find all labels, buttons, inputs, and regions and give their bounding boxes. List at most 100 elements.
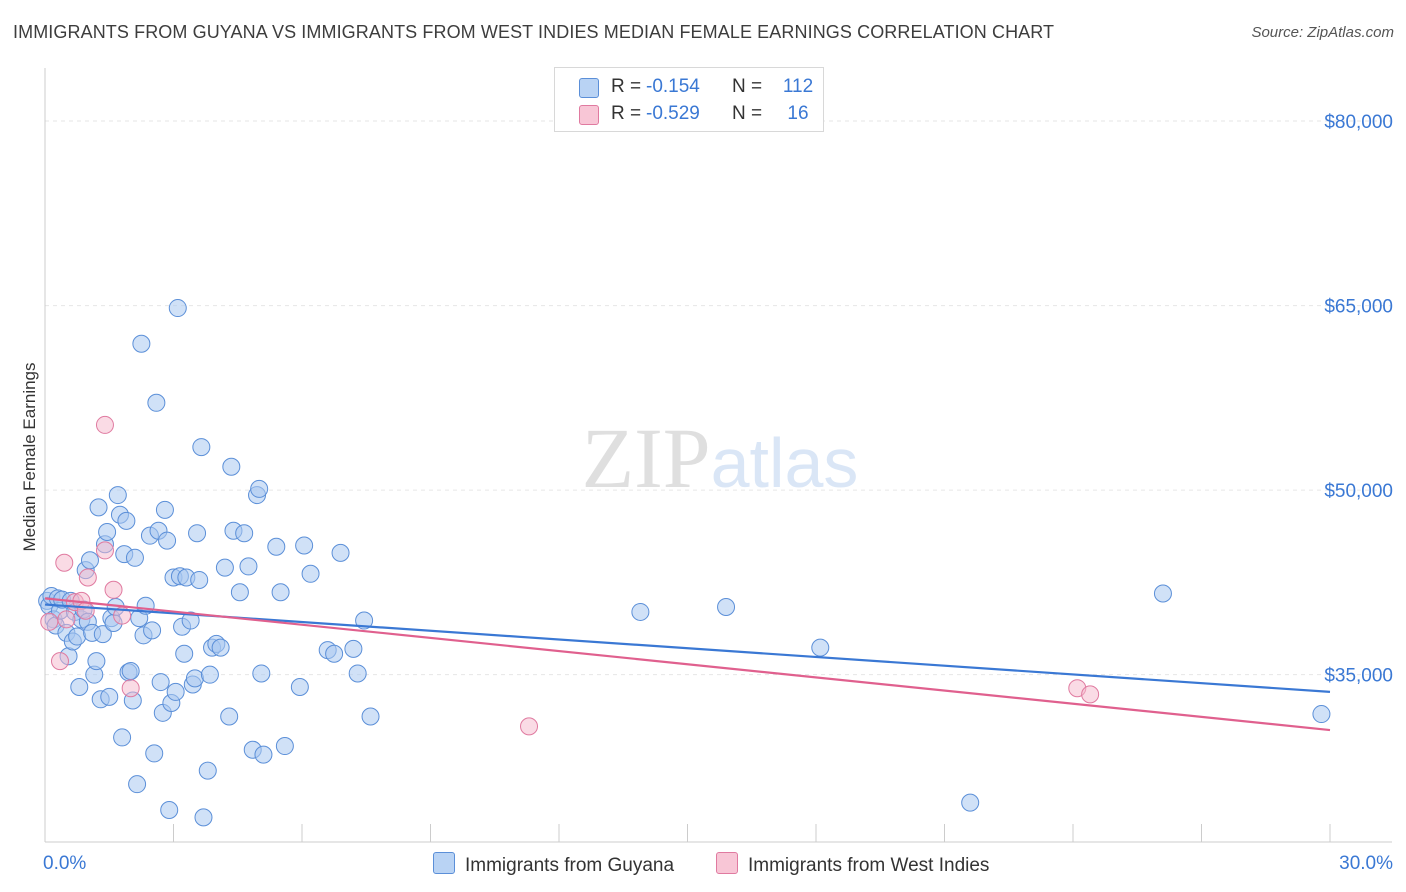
guyana-point [89, 498, 108, 517]
guyana-point [108, 486, 127, 505]
x-tick-label-min: 0.0% [43, 853, 86, 874]
x-tick-label-max: 30.0% [1339, 853, 1393, 874]
westindies-point [1081, 685, 1100, 704]
guyana-point [250, 479, 269, 498]
y-tick-label: $50,000 [1324, 481, 1393, 502]
guyana-point [125, 548, 144, 567]
legend-r-value-guyana: -0.154 [646, 76, 700, 97]
westindies-point [104, 580, 123, 599]
guyana-point [271, 583, 290, 602]
guyana-point [239, 557, 258, 576]
guyana-point [717, 598, 736, 617]
legend-swatch-guyana [579, 78, 599, 98]
legend-n-value-guyana: 112 [782, 76, 814, 97]
guyana-point [121, 661, 140, 680]
westindies-point [78, 568, 97, 587]
tick-labels: $35,000 $50,000 $65,000 $80,000 0.0% 30.0% [43, 112, 1393, 874]
guyana-point [68, 627, 87, 646]
guyana-point [215, 558, 234, 577]
guyana-point [211, 638, 230, 657]
legend-swatch-westindies [579, 105, 599, 125]
westindies-point [76, 601, 95, 620]
guyana-point [220, 707, 239, 726]
watermark-zip: ZIP [582, 410, 711, 506]
guyana-point [275, 737, 294, 756]
guyana-point [194, 808, 213, 827]
correlation-legend: R = -0.154 N = 112 R = -0.529 N = 16 [554, 67, 824, 132]
chart-source: Source: ZipAtlas.com [1251, 24, 1394, 41]
legend-swatch-guyana [433, 852, 455, 874]
legend-label-westindies: Immigrants from West Indies [748, 855, 990, 876]
guyana-point [200, 665, 219, 684]
axes [44, 68, 1392, 843]
guyana-point [93, 625, 112, 644]
y-axis-label: Median Female Earnings [20, 363, 39, 552]
guyana-point [155, 500, 174, 519]
guyana-point [132, 334, 151, 353]
chart-title: IMMIGRANTS FROM GUYANA VS IMMIGRANTS FRO… [13, 22, 1055, 42]
y-tick-label: $65,000 [1324, 297, 1393, 318]
guyana-point [100, 687, 119, 706]
guyana-point [145, 744, 164, 763]
guyana-point [631, 602, 650, 621]
guyana-point [160, 801, 179, 820]
guyana-point [143, 621, 162, 640]
guyana-point [70, 677, 89, 696]
westindies-point [57, 610, 76, 629]
guyana-point [252, 664, 271, 683]
guyana-point [267, 537, 286, 556]
guyana-point [128, 775, 147, 794]
guyana-trend-line [44, 603, 1331, 694]
westindies-point [40, 612, 59, 631]
guyana-point [113, 728, 132, 747]
guyana-point [348, 664, 367, 683]
guyana-point [235, 524, 254, 543]
guyana-point [188, 524, 207, 543]
westindies-points [40, 415, 1100, 736]
guyana-point [175, 644, 194, 663]
guyana-point [290, 677, 309, 696]
guyana-point [230, 583, 249, 602]
guyana-point [168, 299, 187, 318]
legend-n-label: N = [732, 76, 763, 97]
legend-n-label: N = [732, 103, 763, 124]
guyana-point [198, 761, 217, 780]
westindies-trend-line [44, 597, 1331, 732]
guyana-point [355, 611, 374, 630]
guyana-point [331, 543, 350, 562]
guyana-point [811, 638, 830, 657]
guyana-point [98, 522, 117, 541]
guyana-point [344, 639, 363, 658]
y-tick-label: $35,000 [1324, 666, 1393, 687]
guyana-point [158, 531, 177, 550]
guyana-point [295, 536, 314, 555]
guyana-point [181, 611, 200, 630]
guyana-point [1312, 705, 1331, 724]
guyana-point [166, 682, 185, 701]
guyana-point [147, 393, 166, 412]
guyana-point [80, 551, 99, 570]
y-tick-label: $80,000 [1324, 112, 1393, 133]
westindies-point [520, 717, 539, 736]
guyana-point [301, 564, 320, 583]
legend-r-label: R = [611, 103, 642, 124]
guyana-points [38, 299, 1331, 827]
watermark: ZIPatlas [582, 410, 859, 506]
guyana-point [254, 745, 273, 764]
westindies-point [95, 541, 114, 560]
legend-entry-westindies: Immigrants from West Indies [716, 852, 989, 876]
guyana-point [325, 644, 344, 663]
watermark-atlas: atlas [711, 424, 859, 502]
guyana-point [151, 673, 170, 692]
legend-label-guyana: Immigrants from Guyana [465, 855, 675, 876]
legend-swatch-westindies [716, 852, 738, 874]
legend-r-label: R = [611, 76, 642, 97]
legend-entry-guyana: Immigrants from Guyana [433, 852, 674, 876]
guyana-point [87, 652, 106, 671]
westindies-point [50, 652, 69, 671]
westindies-point [55, 553, 74, 572]
guyana-point [117, 511, 136, 530]
legend-r-value-westindies: -0.529 [646, 103, 700, 124]
guyana-point [192, 438, 211, 457]
